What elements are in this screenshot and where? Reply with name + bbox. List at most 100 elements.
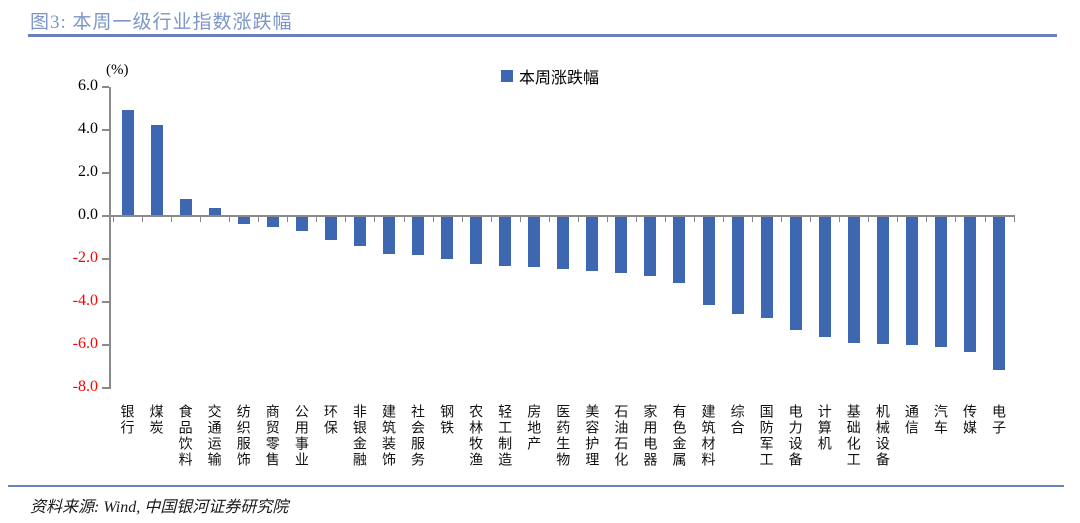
y-axis-tick [102, 85, 109, 88]
x-axis-category-label: 银行 [118, 404, 134, 436]
legend-label: 本周涨跌幅 [519, 70, 600, 87]
footer-divider [8, 485, 1064, 487]
x-axis-tick [752, 215, 754, 222]
bar [208, 208, 221, 216]
x-axis-category-label: 有色金属 [670, 404, 686, 468]
bar [702, 216, 715, 306]
x-axis-tick [548, 215, 550, 222]
y-axis-tick-label: 6.0 [78, 76, 98, 94]
legend: 本周涨跌幅 [501, 64, 599, 88]
x-axis-category-label: 建筑材料 [699, 404, 715, 468]
legend-swatch-icon [501, 70, 513, 82]
x-axis-category-label: 综合 [728, 404, 744, 436]
y-axis-tick-label: -6.0 [72, 335, 98, 353]
bar [876, 216, 889, 345]
x-axis-category-label: 社会服务 [409, 404, 425, 468]
x-axis-tick [868, 215, 870, 222]
x-axis-category-label: 通信 [902, 404, 918, 436]
x-axis-tick [374, 215, 376, 222]
x-axis-category-label: 煤炭 [147, 404, 163, 436]
y-axis-tick-label: -8.0 [72, 378, 98, 396]
x-axis-tick [694, 215, 695, 222]
bar [237, 216, 250, 224]
x-axis-tick [490, 215, 492, 222]
y-axis-tick-label: 2.0 [78, 162, 98, 180]
bar [266, 216, 279, 227]
x-axis-tick [664, 215, 666, 222]
bar [731, 216, 744, 315]
x-axis-tick [839, 215, 841, 222]
bar [121, 110, 134, 216]
x-axis-tick [519, 215, 521, 222]
x-axis-tick [926, 215, 928, 222]
x-axis-tick [403, 215, 405, 222]
x-axis-category-label: 建筑装饰 [379, 404, 395, 468]
y-axis-tick [102, 387, 109, 390]
x-axis-category-label: 传媒 [960, 404, 976, 436]
bar [644, 216, 657, 277]
bar [673, 216, 686, 283]
title-divider [28, 34, 1057, 37]
x-axis-category-label: 公用事业 [292, 404, 308, 468]
x-axis-tick [171, 215, 173, 222]
x-axis-tick [200, 215, 202, 222]
x-axis-category-label: 环保 [321, 404, 337, 436]
x-axis-category-label: 食品饮料 [176, 404, 192, 468]
x-axis-tick [897, 215, 899, 222]
x-axis-category-label: 电力设备 [786, 404, 802, 468]
x-axis-category-label: 基础化工 [844, 404, 860, 468]
x-axis-category-label: 医药生物 [554, 404, 570, 468]
x-axis-category-label: 石油石化 [612, 404, 628, 468]
x-axis-tick [258, 215, 260, 222]
x-axis-tick [316, 215, 318, 222]
x-axis-tick [955, 215, 957, 222]
bar [993, 216, 1006, 371]
bar [499, 216, 512, 266]
bar [412, 216, 425, 255]
y-axis-tick-label: -2.0 [72, 249, 98, 267]
bar [557, 216, 570, 269]
x-axis-tick [810, 215, 812, 222]
source-note: 资料来源: Wind, 中国银河证券研究院 [30, 499, 289, 516]
x-axis-tick [723, 215, 725, 222]
x-axis-category-label: 农林牧渔 [467, 404, 483, 468]
y-axis-tick-label: 0.0 [78, 206, 98, 223]
x-axis-tick [635, 215, 637, 222]
bar [615, 216, 628, 274]
x-axis-tick [432, 215, 434, 222]
x-axis-tick [781, 215, 783, 222]
x-axis-tick [577, 215, 579, 222]
x-axis-category-label: 美容护理 [583, 404, 599, 468]
x-axis-tick [984, 215, 986, 222]
x-axis-category-label: 汽车 [931, 404, 947, 436]
x-axis-category-label: 家用电器 [641, 404, 657, 468]
bar [179, 198, 192, 216]
x-axis-category-label: 纺织服饰 [234, 404, 250, 468]
bar [353, 216, 366, 247]
x-axis-category-label: 商贸零售 [263, 404, 279, 468]
y-axis-tick-label: 4.0 [78, 119, 98, 137]
bar [295, 216, 308, 232]
x-axis-category-label: 房地产 [525, 404, 541, 452]
x-axis-tick [287, 215, 289, 222]
x-axis-zero-line [109, 215, 1015, 217]
y-axis-tick [102, 128, 109, 131]
bar [905, 216, 918, 346]
y-axis-tick [102, 301, 109, 304]
bar [586, 216, 599, 271]
bar [934, 216, 947, 348]
bar [324, 216, 337, 240]
y-axis-tick [102, 215, 109, 217]
bar [963, 216, 976, 352]
y-axis-tick [102, 344, 109, 347]
x-axis-tick [113, 215, 114, 222]
y-axis-tick [102, 258, 109, 261]
x-axis-category-label: 计算机 [815, 404, 831, 452]
bar [789, 216, 802, 331]
bar [760, 216, 773, 319]
x-axis-tick [461, 215, 463, 222]
x-axis-tick [345, 215, 347, 222]
y-axis-tick-label: -4.0 [72, 292, 98, 310]
x-axis-tick [1013, 215, 1015, 222]
